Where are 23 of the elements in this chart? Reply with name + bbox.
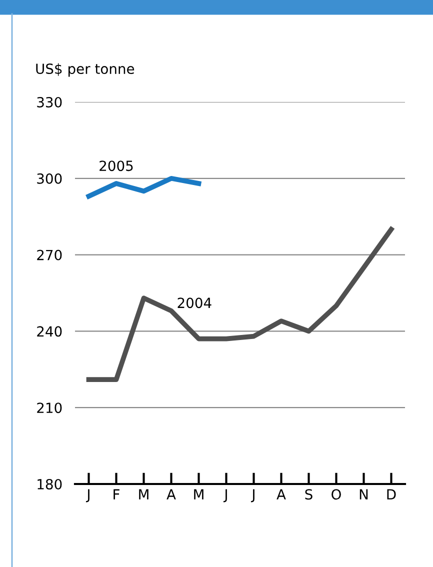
line-series	[86, 226, 394, 382]
x-tick-label: F	[114, 489, 120, 500]
y-tick-label: 300	[37, 173, 62, 184]
y-tick-label: 210	[37, 402, 62, 414]
y-tick-label: 240	[37, 326, 62, 337]
x-tick-label: N	[360, 489, 368, 500]
x-tick-label: A	[276, 489, 286, 500]
x-tick-label: M	[139, 489, 148, 500]
x-tick-label: D	[387, 489, 396, 500]
x-tick-label: J	[86, 489, 90, 502]
y-tick-label: 330	[37, 96, 62, 108]
series-label: 2004	[178, 298, 212, 308]
x-tick-label: J	[223, 489, 227, 502]
series-label: 2005	[100, 160, 133, 172]
x-tick-label: J	[250, 489, 254, 502]
x-tick-label: M	[194, 489, 204, 500]
line-series	[86, 176, 202, 199]
x-tick-label: O	[332, 489, 341, 500]
y-axis-title: US$ per tonne	[36, 63, 134, 77]
x-tick-label: S	[305, 489, 312, 500]
y-tick-label: 180	[38, 478, 62, 490]
x-tick-label: A	[166, 489, 176, 500]
y-tick-label: 270	[37, 250, 62, 260]
